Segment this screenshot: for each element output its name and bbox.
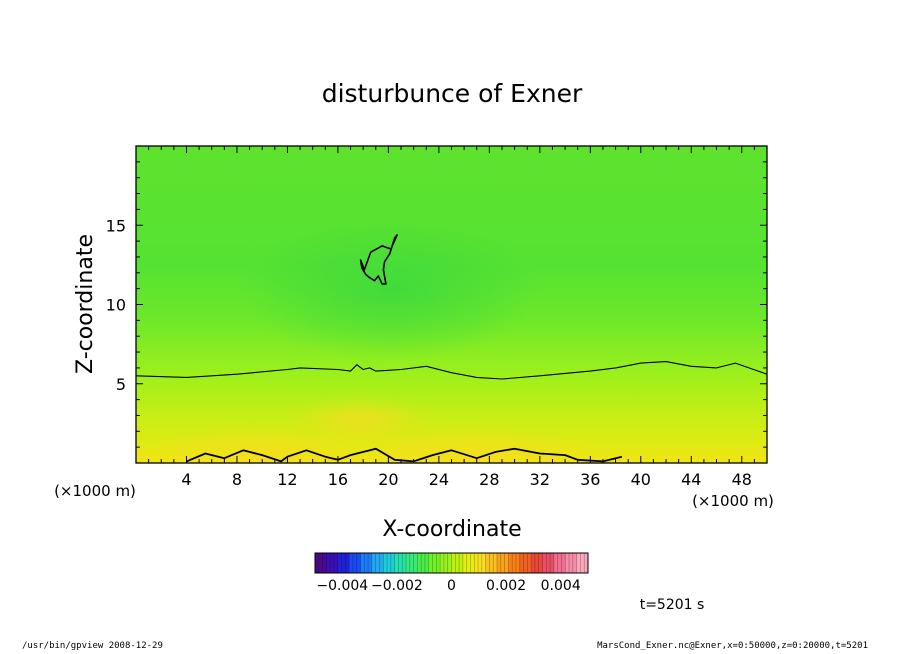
colorbar-swatch	[531, 553, 543, 573]
colorbar-swatch	[349, 553, 361, 573]
colorbar-swatch	[428, 553, 441, 573]
colorbar-ticks: −0.004 −0.002 0 0.002 0.004	[316, 578, 580, 594]
colorbar	[315, 553, 589, 573]
footer-right: MarsCond_Exner.nc@Exner,x=0:50000,z=0:20…	[597, 641, 868, 651]
plot-area	[136, 146, 767, 463]
x-tick-label: 4	[181, 470, 191, 489]
time-annotation: t=5201 s	[640, 597, 705, 613]
x-tick-label: 32	[530, 470, 550, 489]
colorbar-frame	[314, 552, 589, 574]
colorbar-swatch	[406, 553, 418, 573]
x-tick-label: 48	[732, 470, 752, 489]
y-axis-label: Z-coordinate	[73, 234, 98, 374]
y-tick-label: 5	[116, 375, 126, 394]
colorbar-swatch	[462, 553, 475, 573]
colorbar-swatch	[565, 553, 578, 573]
x-tick-label: 12	[277, 470, 297, 489]
x-unit-right: (×1000 m)	[692, 492, 774, 510]
colorbar-swatch	[315, 553, 327, 573]
colorbar-tick-label: −0.002	[371, 578, 423, 594]
contour-lines	[136, 234, 767, 463]
x-tick-label: 20	[378, 470, 398, 489]
heatmap-shading	[240, 220, 540, 360]
x-tick-label: 8	[232, 470, 242, 489]
colorbar-tick-label: 0	[447, 578, 456, 594]
chart-title: disturbunce of Exner	[322, 79, 583, 108]
colorbar-tick-label: 0.002	[486, 578, 526, 594]
y-tick-label: 15	[106, 216, 126, 235]
colorbar-swatch	[485, 553, 498, 573]
x-unit-left: (×1000 m)	[54, 482, 136, 500]
x-tick-label: 36	[580, 470, 600, 489]
contour-line	[136, 361, 767, 380]
colorbar-swatch	[360, 553, 373, 573]
colorbar-swatch	[497, 553, 509, 573]
x-axis-label: X-coordinate	[382, 517, 521, 542]
colorbar-swatch	[326, 553, 339, 573]
colorbar-swatch	[417, 553, 430, 573]
heatmap-shading	[290, 396, 430, 444]
colorbar-swatch	[542, 553, 555, 573]
colorbar-swatch	[440, 553, 452, 573]
colorbar-swatch	[576, 553, 589, 573]
colorbar-swatch	[383, 553, 396, 573]
colorbar-tick-label: 0.004	[541, 578, 581, 594]
footer-left: /usr/bin/gpview 2008-12-29	[22, 641, 163, 651]
x-tick-label: 16	[328, 470, 348, 489]
colorbar-swatch	[394, 553, 407, 573]
x-tick-label: 28	[479, 470, 499, 489]
x-tick-label: 44	[681, 470, 701, 489]
x-tick-label: 40	[631, 470, 651, 489]
colorbar-swatch	[337, 553, 350, 573]
colorbar-swatch	[371, 553, 384, 573]
contour-line	[186, 447, 623, 463]
y-tick-label: 10	[106, 296, 126, 315]
colorbar-tick-label: −0.004	[316, 578, 368, 594]
colorbar-swatch	[474, 553, 487, 573]
x-axis: 4 8 12 16 20 24 28 32 36 40 44 48	[148, 146, 755, 489]
colorbar-swatch	[519, 553, 532, 573]
colorbar-swatch	[553, 553, 566, 573]
contour-line	[359, 234, 398, 285]
colorbar-swatch	[451, 553, 464, 573]
colorbar-swatch	[508, 553, 521, 573]
y-axis: 5 10 15	[106, 161, 767, 448]
x-tick-label: 24	[429, 470, 449, 489]
